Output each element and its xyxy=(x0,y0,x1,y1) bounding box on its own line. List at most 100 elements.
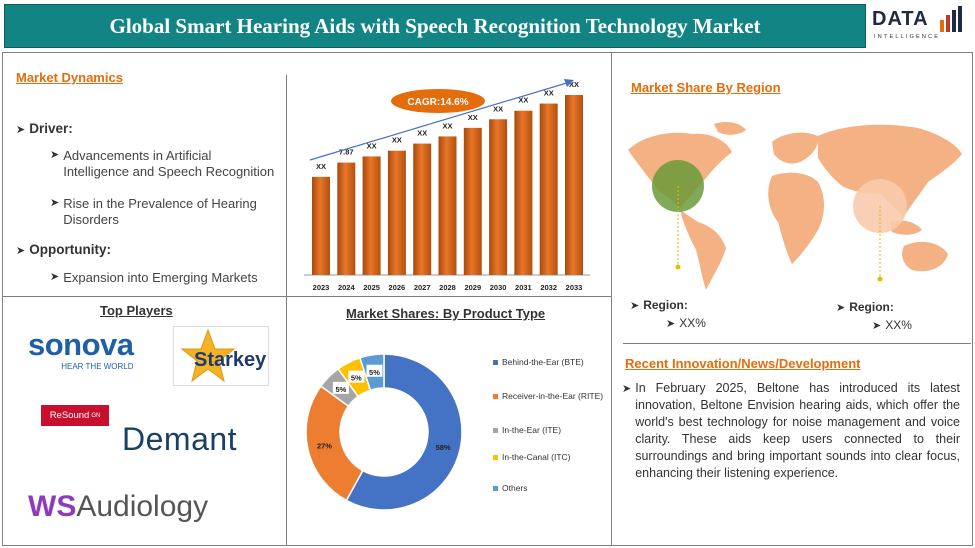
logo-bar-icon xyxy=(940,20,944,32)
bar xyxy=(539,103,558,275)
donut-label-bg xyxy=(366,364,383,377)
divider xyxy=(972,52,973,546)
bar xyxy=(413,143,432,275)
arrow-icon: ➤ xyxy=(50,197,60,209)
donut-label-bg xyxy=(348,370,365,383)
donut-label-bg xyxy=(332,381,349,394)
bar-data-label: XX xyxy=(518,96,528,105)
divider xyxy=(611,53,612,546)
legend-item: In-the-Canal (ITC) xyxy=(493,452,605,462)
divider xyxy=(2,545,973,546)
product-type-donut-chart: 58% 27% 5% 5% 5% xyxy=(305,353,463,511)
legend-swatch xyxy=(493,428,498,433)
bar xyxy=(312,176,330,275)
bar xyxy=(337,162,356,275)
bar xyxy=(565,95,583,275)
legend-item: In-the-Ear (ITE) xyxy=(493,425,605,435)
logo-bar-icon xyxy=(952,10,956,32)
australia xyxy=(902,241,948,272)
trend-arrow xyxy=(309,81,571,161)
trend-arrowhead-icon xyxy=(564,79,574,87)
bar-data-label: XX xyxy=(468,113,478,122)
region-pointer-dot xyxy=(675,264,681,270)
opportunity-heading: ➤ Opportunity: xyxy=(16,241,111,259)
driver-item: ➤ Rise in the Prevalence of Hearing Disor… xyxy=(50,196,257,227)
driver-heading: ➤ Driver: xyxy=(16,120,73,138)
legend-label: In-the-Canal (ITC) xyxy=(502,452,571,462)
divider xyxy=(623,343,971,344)
arrow-icon: ➤ xyxy=(622,383,632,395)
x-tick-label: 2033 xyxy=(566,283,583,292)
bar-data-label: XX xyxy=(367,141,377,150)
audiology-wordmark: Audiology xyxy=(76,490,209,523)
arrow-icon: ➤ xyxy=(836,302,846,314)
sonova-tagline: HEAR THE WORLD xyxy=(61,362,134,371)
donut-data-label: 5% xyxy=(369,368,380,377)
bar-data-label: XX xyxy=(417,129,427,138)
logo-wordmark: DATA xyxy=(872,8,929,30)
legend-item: Others xyxy=(493,483,605,493)
sonova-wordmark: sonova xyxy=(28,327,134,362)
europe xyxy=(772,132,819,164)
sonova-logo: sonova HEAR THE WORLD xyxy=(28,327,134,371)
x-tick-label: 2032 xyxy=(540,283,557,292)
donut-data-label: 27% xyxy=(317,441,332,450)
market-growth-bar-chart: XX 2023 7.87 2024 XX 2025 XX 2026 XX 2027 XX 2028 XX… xyxy=(304,79,590,292)
title-banner: Global Smart Hearing Aids with Speech Re… xyxy=(4,4,866,48)
divider xyxy=(286,75,287,545)
starkey-star-icon xyxy=(180,328,236,383)
bar-data-label: XX xyxy=(493,104,503,113)
bar xyxy=(489,119,508,276)
product-type-chart-title: Market Shares: By Product Type xyxy=(346,306,546,321)
starkey-wordmark: Starkey xyxy=(194,349,267,371)
arrow-icon: ➤ xyxy=(630,300,640,312)
donut-slice xyxy=(305,385,364,502)
donut-data-label: 5% xyxy=(335,385,346,394)
x-tick-label: 2029 xyxy=(464,283,481,292)
bar xyxy=(438,136,457,275)
logo-tagline: INTELLIGENCE xyxy=(874,34,941,40)
bar-data-label: XX xyxy=(544,89,554,98)
x-tick-label: 2031 xyxy=(515,283,532,292)
cagr-label: CAGR:14.6% xyxy=(407,97,468,108)
top-players-title: Top Players xyxy=(100,303,173,318)
header: Global Smart Hearing Aids with Speech Re… xyxy=(0,0,975,52)
x-tick-label: 2025 xyxy=(363,283,380,292)
region-item: ➤ Region: ➤ XX% xyxy=(630,298,706,330)
bar xyxy=(463,127,482,275)
bar-data-label: 7.87 xyxy=(339,148,354,157)
bar-data-label: XX xyxy=(569,80,579,89)
legend-swatch xyxy=(493,360,498,365)
asia xyxy=(818,124,962,216)
page-title: Global Smart Hearing Aids with Speech Re… xyxy=(109,13,761,38)
legend-item: Receiver-in-the-Ear (RITE) xyxy=(493,391,605,401)
region-item: ➤ Region: ➤ XX% xyxy=(836,300,912,332)
demant-logo: Demant xyxy=(122,421,238,457)
bar-data-label: XX xyxy=(316,162,326,171)
divider xyxy=(2,52,3,546)
region-title: Market Share By Region xyxy=(631,80,781,95)
legend-label: In-the-Ear (ITE) xyxy=(502,425,562,435)
arrow-icon: ➤ xyxy=(872,320,882,332)
market-dynamics-title: Market Dynamics xyxy=(16,70,123,85)
legend-label: Receiver-in-the-Ear (RITE) xyxy=(502,391,604,401)
news-item: ➤ In February 2025, Beltone has introduc… xyxy=(622,381,960,480)
driver-item: ➤ Advancements in Artificial Intelligence… xyxy=(50,148,275,179)
bar xyxy=(362,156,381,275)
bar xyxy=(514,110,533,275)
data-intelligence-logo: DATA INTELLIGENCE xyxy=(872,6,970,46)
cagr-badge xyxy=(391,89,485,113)
logo-bar-icon xyxy=(958,6,962,32)
opportunity-label: Opportunity: xyxy=(29,242,111,257)
x-tick-label: 2026 xyxy=(389,283,406,292)
donut-data-label: 5% xyxy=(351,374,362,383)
donut-slice xyxy=(345,353,463,511)
resound-wordmark: ReSound xyxy=(49,410,90,421)
news-title: Recent Innovation/News/Development xyxy=(625,356,861,371)
ws-mark: WS xyxy=(28,490,77,523)
x-tick-label: 2023 xyxy=(313,283,330,292)
world-map xyxy=(628,122,962,290)
region-pointer-dot xyxy=(877,276,883,282)
bar-data-label: XX xyxy=(442,121,452,130)
wsaudiology-logo: WSAudiology xyxy=(28,490,208,524)
